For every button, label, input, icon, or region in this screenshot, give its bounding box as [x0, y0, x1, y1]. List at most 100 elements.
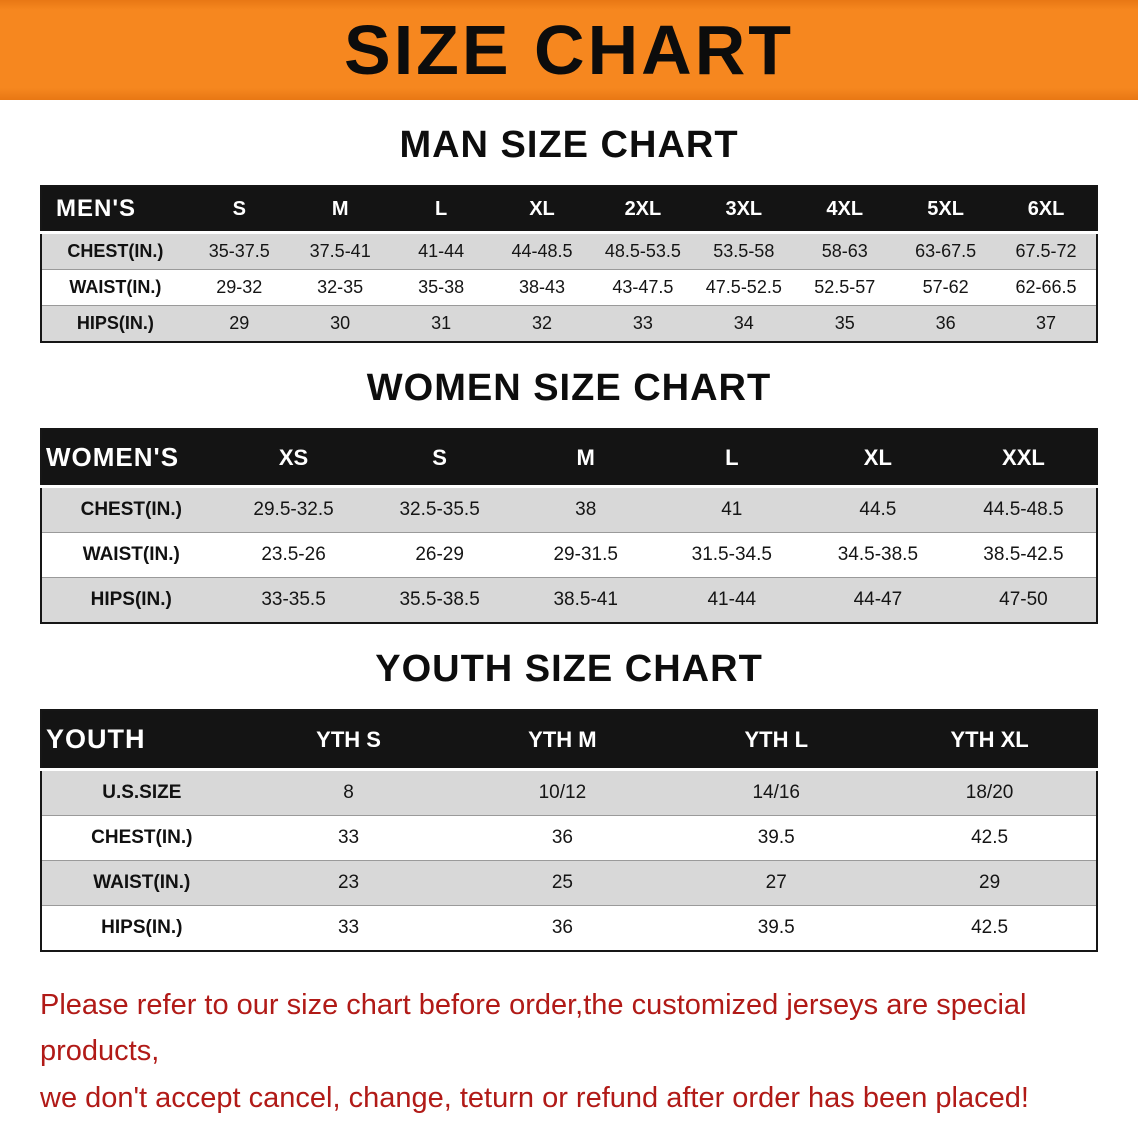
measurement-label: HIPS(IN.) — [76, 313, 154, 333]
disclaimer-line-1: Please refer to our size chart before or… — [40, 989, 1027, 1068]
youth-size-section: YOUTH SIZE CHART YOUTH YTH S YTH M YTH L YTH… — [0, 648, 1138, 952]
measurement-value: 38.5-42.5 — [983, 544, 1064, 565]
measurement-value: 14/16 — [752, 782, 800, 803]
measurement-value: 38 — [575, 499, 597, 520]
measurement-value: 36 — [551, 827, 573, 848]
size-column-header: 4XL — [794, 186, 896, 234]
measurement-label: CHEST(IN.) — [80, 499, 182, 520]
size-column-header: 3XL — [693, 186, 795, 234]
man-section-heading: MAN SIZE CHART — [399, 124, 739, 166]
size-column-header: M — [289, 186, 391, 234]
table-group-label: MEN'S — [41, 186, 189, 234]
measurement-value: 32.5-35.5 — [399, 499, 480, 520]
table-group-label: YOUTH — [41, 710, 242, 771]
measurement-value: 43-47.5 — [612, 277, 674, 297]
measurement-value: 41-44 — [707, 589, 757, 610]
measurement-value: 29 — [229, 313, 250, 333]
measurement-value: 38-43 — [518, 277, 566, 297]
measurement-value: 39.5 — [757, 917, 795, 938]
measurement-value: 48.5-53.5 — [604, 241, 681, 261]
size-column-header: 6XL — [996, 186, 1097, 234]
measurement-label: CHEST(IN.) — [67, 241, 164, 261]
table-group-label: WOMEN'S — [41, 429, 221, 488]
size-column-header: XL — [804, 429, 951, 488]
measurement-value: 33-35.5 — [261, 589, 326, 610]
size-column-header: L — [390, 186, 492, 234]
measurement-label: WAIST(IN.) — [69, 277, 162, 297]
measurement-value: 62-66.5 — [1015, 277, 1077, 297]
measurement-value: 36 — [551, 917, 573, 938]
measurement-value: 42.5 — [971, 827, 1009, 848]
size-column-header: XXL — [950, 429, 1097, 488]
measurement-value: 33 — [337, 827, 360, 848]
measurement-value: 34 — [733, 313, 754, 333]
measurement-value: 35-37.5 — [208, 241, 270, 261]
measurement-value: 29-32 — [216, 277, 263, 297]
measurement-value: 33 — [632, 313, 653, 333]
table-row: WAIST(IN.) 23 25 27 29 — [41, 860, 1097, 906]
size-column-header: YTH M — [455, 710, 670, 771]
size-column-header: S — [188, 186, 290, 234]
banner: SIZE CHART — [0, 0, 1138, 100]
women-size-section: WOMEN SIZE CHART WOMEN'S XS S M L XL XXL CHEST(… — [0, 367, 1138, 624]
measurement-value: 47-50 — [999, 589, 1048, 610]
measurement-value: 29 — [979, 872, 1001, 893]
measurement-value: 18/20 — [965, 782, 1014, 803]
measurement-value: 23 — [337, 872, 360, 893]
measurement-value: 23.5-26 — [261, 544, 326, 565]
measurement-value: 36 — [935, 313, 956, 333]
measurement-label: WAIST(IN.) — [82, 544, 180, 565]
size-column-header: M — [512, 429, 659, 488]
table-header-row: MEN'S S M L XL 2XL 3XL 4XL 5XL 6XL — [41, 186, 1097, 234]
measurement-value: 35.5-38.5 — [399, 589, 480, 610]
measurement-value: 33 — [337, 917, 360, 938]
measurement-value: 42.5 — [971, 917, 1009, 938]
measurement-value: 44.5-48.5 — [983, 499, 1064, 520]
measurement-value: 25 — [551, 872, 573, 893]
measurement-value: 26-29 — [415, 544, 464, 565]
size-column-header: YTH L — [669, 710, 884, 771]
measurement-value: 41-44 — [418, 241, 465, 261]
table-row: U.S.SIZE 8 10/12 14/16 18/20 — [41, 769, 1097, 816]
size-column-header: L — [658, 429, 805, 488]
table-row: HIPS(IN.) 29 30 31 32 33 34 35 36 37 — [41, 305, 1097, 342]
measurement-label: WAIST(IN.) — [93, 872, 191, 893]
measurement-value: 38.5-41 — [553, 589, 618, 610]
measurement-value: 53.5-58 — [713, 241, 775, 261]
table-row: CHEST(IN.) 35-37.5 37.5-41 41-44 44-48.5 48.5… — [41, 232, 1097, 270]
measurement-value: 34.5-38.5 — [837, 544, 919, 565]
measurement-value: 44.5 — [859, 499, 897, 520]
man-size-section: MAN SIZE CHART MEN'S S M L XL 2XL 3XL 4XL 5XL 6XL… — [0, 124, 1138, 343]
measurement-value: 32-35 — [317, 277, 364, 297]
measurement-value: 31.5-34.5 — [691, 544, 772, 565]
table-header-row: YOUTH YTH S YTH M YTH L YTH XL — [41, 710, 1097, 771]
measurement-value: 67.5-72 — [1015, 241, 1077, 261]
measurement-value: 29-31.5 — [553, 544, 618, 565]
measurement-value: 57-62 — [922, 277, 969, 297]
measurement-label: CHEST(IN.) — [91, 827, 193, 848]
table-header-row: WOMEN'S XS S M L XL XXL — [41, 429, 1097, 488]
measurement-label: HIPS(IN.) — [90, 589, 172, 610]
mens-size-table: MEN'S S M L XL 2XL 3XL 4XL 5XL 6XL CHEST(IN.) 35-37… — [40, 185, 1098, 343]
measurement-value: 35 — [834, 313, 855, 333]
measurement-label: U.S.SIZE — [102, 782, 182, 803]
measurement-value: 10/12 — [538, 782, 587, 803]
size-column-header: XS — [220, 429, 367, 488]
women-section-heading: WOMEN SIZE CHART — [366, 367, 772, 409]
table-row: HIPS(IN.) 33-35.5 35.5-38.5 38.5-41 41-44 44-… — [41, 577, 1097, 623]
youth-size-table: YOUTH YTH S YTH M YTH L YTH XL U.S.SIZE 8 10/12… — [40, 709, 1098, 952]
table-row: CHEST(IN.) 29.5-32.5 32.5-35.5 38 41 44.5 44.5… — [41, 486, 1097, 533]
measurement-value: 32 — [531, 313, 553, 333]
measurement-value: 47.5-52.5 — [705, 277, 782, 297]
measurement-value: 44-47 — [853, 589, 903, 610]
measurement-value: 41 — [721, 499, 743, 520]
table-row: CHEST(IN.) 33 36 39.5 42.5 — [41, 815, 1097, 861]
youth-section-heading: YOUTH SIZE CHART — [375, 648, 763, 690]
measurement-value: 52.5-57 — [814, 277, 876, 297]
table-row: HIPS(IN.) 33 36 39.5 42.5 — [41, 905, 1097, 951]
measurement-value: 8 — [343, 782, 354, 803]
measurement-value: 58-63 — [821, 241, 868, 261]
table-row: WAIST(IN.) 29-32 32-35 35-38 38-43 43-47.5 47.… — [41, 269, 1097, 306]
page-title: SIZE CHART — [344, 11, 794, 89]
